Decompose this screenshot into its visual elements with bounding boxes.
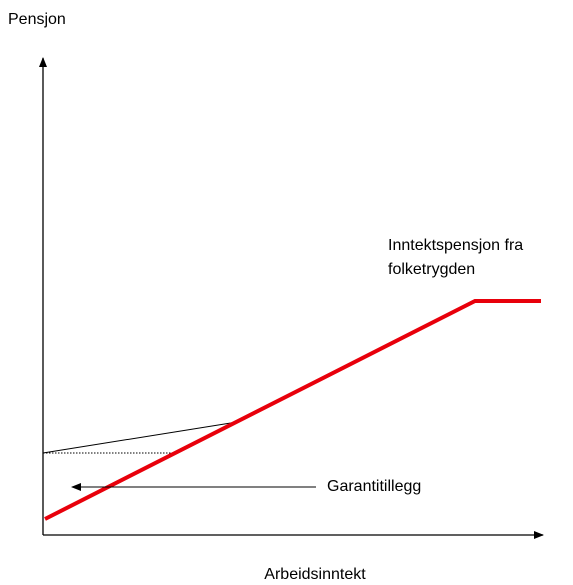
guarantee-line — [42, 421, 238, 454]
curve-label: folketrygden — [388, 261, 475, 278]
x-axis-label: Arbeidsinntekt — [264, 566, 366, 583]
income-pension-curve — [44, 299, 541, 521]
curve-label: Inntektspensjon fra — [388, 237, 523, 254]
annotation-label: Garantitillegg — [327, 478, 421, 495]
y-axis-label: Pensjon — [8, 11, 66, 28]
